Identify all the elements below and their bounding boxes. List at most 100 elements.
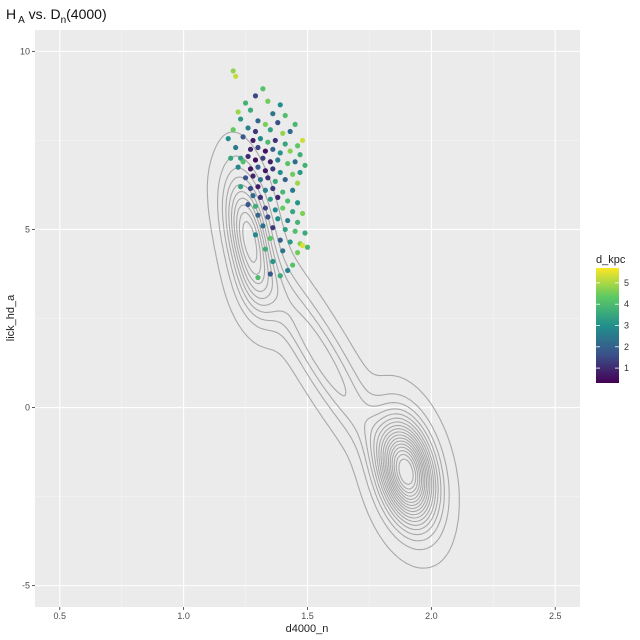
x-axis-title: d4000_n bbox=[286, 623, 329, 635]
scatter-point bbox=[294, 200, 301, 206]
scatter-point bbox=[304, 244, 311, 250]
scatter-point bbox=[285, 198, 291, 204]
scatter-point bbox=[255, 118, 261, 124]
scatter-point bbox=[285, 267, 291, 274]
y-tick-label: 0 bbox=[25, 403, 30, 413]
scatter-point bbox=[299, 242, 306, 249]
scatter-point bbox=[242, 100, 249, 106]
scatter-point bbox=[228, 155, 234, 161]
colorbar-legend: d_kpc 1 2 3 4 5 bbox=[596, 254, 629, 383]
legend-tick-label: 4 bbox=[624, 299, 629, 309]
scatter-point bbox=[250, 137, 256, 144]
y-tick-label: 10 bbox=[20, 46, 30, 56]
scatter-point bbox=[285, 160, 291, 167]
contour-line bbox=[384, 434, 428, 510]
contour-line bbox=[217, 155, 450, 551]
grid-major bbox=[35, 30, 580, 607]
scatter-point bbox=[287, 128, 293, 135]
scatter-point bbox=[252, 157, 259, 163]
scatter-point bbox=[280, 248, 286, 254]
scatter-point bbox=[255, 212, 261, 218]
x-tick-label: 0.5 bbox=[54, 611, 67, 621]
legend-tick-label: 5 bbox=[624, 278, 629, 288]
scatter-point bbox=[287, 148, 293, 154]
scatter-point bbox=[270, 185, 276, 192]
scatter-point bbox=[277, 273, 283, 279]
scatter-point bbox=[292, 159, 298, 165]
scatter-point bbox=[272, 178, 278, 184]
scatter-point bbox=[277, 169, 283, 176]
scatter-point bbox=[275, 157, 281, 163]
scatter-point bbox=[277, 150, 283, 156]
contour-line bbox=[228, 184, 439, 531]
scatter-point bbox=[270, 146, 276, 152]
x-axis-ticks: 0.5 1.0 1.5 2.0 2.5 bbox=[54, 607, 562, 621]
scatter-point bbox=[282, 226, 288, 233]
scatter-point bbox=[260, 86, 266, 92]
scatter-point bbox=[240, 159, 246, 165]
scatter-point bbox=[294, 250, 301, 256]
scatter-point bbox=[260, 223, 266, 229]
legend-tick-label: 2 bbox=[624, 342, 629, 352]
scatter-point bbox=[294, 219, 301, 225]
title-sub-a: A bbox=[18, 15, 25, 26]
y-axis-title: lick_hd_a bbox=[5, 294, 17, 341]
scatter-point bbox=[265, 175, 271, 181]
scatter-point bbox=[292, 228, 298, 234]
scatter-point bbox=[290, 262, 296, 268]
contour-line bbox=[238, 211, 431, 516]
title-main: H bbox=[6, 6, 16, 22]
scatter-point bbox=[272, 207, 278, 213]
scatter-point bbox=[235, 109, 241, 115]
title-sub-n: n bbox=[61, 15, 67, 26]
scatter-point bbox=[252, 93, 259, 99]
contour-line bbox=[395, 453, 417, 490]
scatter-point bbox=[245, 201, 251, 208]
contour-line bbox=[391, 446, 421, 497]
scatter-point bbox=[238, 116, 244, 122]
scatter-point bbox=[277, 237, 283, 243]
scatter-point bbox=[265, 98, 271, 104]
contour-line bbox=[389, 443, 423, 501]
scatter-point bbox=[257, 136, 264, 142]
scatter-point bbox=[233, 73, 239, 79]
legend-ticks: 1 2 3 4 5 bbox=[596, 278, 629, 373]
scatter-point bbox=[255, 184, 261, 190]
x-tick-label: 2.5 bbox=[549, 611, 562, 621]
scatter-point bbox=[267, 127, 273, 133]
scatter-point bbox=[290, 209, 296, 215]
scatter-point bbox=[267, 196, 273, 202]
legend-tick-label: 3 bbox=[624, 321, 629, 331]
scatter-point bbox=[252, 203, 259, 209]
scatter-point bbox=[282, 112, 288, 119]
scatter-point bbox=[247, 146, 254, 152]
scatter-point bbox=[272, 137, 278, 144]
title-tail: (4000) bbox=[66, 6, 106, 22]
scatter-point bbox=[277, 102, 283, 108]
scatter-point bbox=[275, 120, 281, 126]
scatter-point bbox=[230, 127, 236, 133]
scatter-point bbox=[260, 155, 266, 161]
y-axis-ticks: -5 0 5 10 bbox=[20, 46, 35, 591]
scatter-point bbox=[299, 137, 306, 144]
x-tick-label: 1.0 bbox=[177, 611, 190, 621]
scatter-point bbox=[242, 175, 249, 181]
scatter-point bbox=[280, 205, 286, 211]
scatter-point bbox=[262, 168, 268, 174]
scatter-point bbox=[275, 194, 281, 201]
legend-title: d_kpc bbox=[596, 254, 626, 266]
scatter-point bbox=[297, 152, 303, 158]
scatter-point bbox=[262, 246, 268, 252]
scatter-point bbox=[267, 159, 273, 165]
scatter-point bbox=[262, 121, 268, 127]
scatter-point bbox=[280, 130, 286, 136]
scatter-point bbox=[247, 107, 254, 113]
scatter-point bbox=[290, 187, 296, 193]
scatter-point bbox=[270, 225, 276, 231]
x-tick-label: 1.5 bbox=[301, 611, 314, 621]
scatter-point bbox=[245, 153, 251, 160]
scatter-point bbox=[255, 144, 261, 151]
scatter-point bbox=[240, 134, 246, 140]
